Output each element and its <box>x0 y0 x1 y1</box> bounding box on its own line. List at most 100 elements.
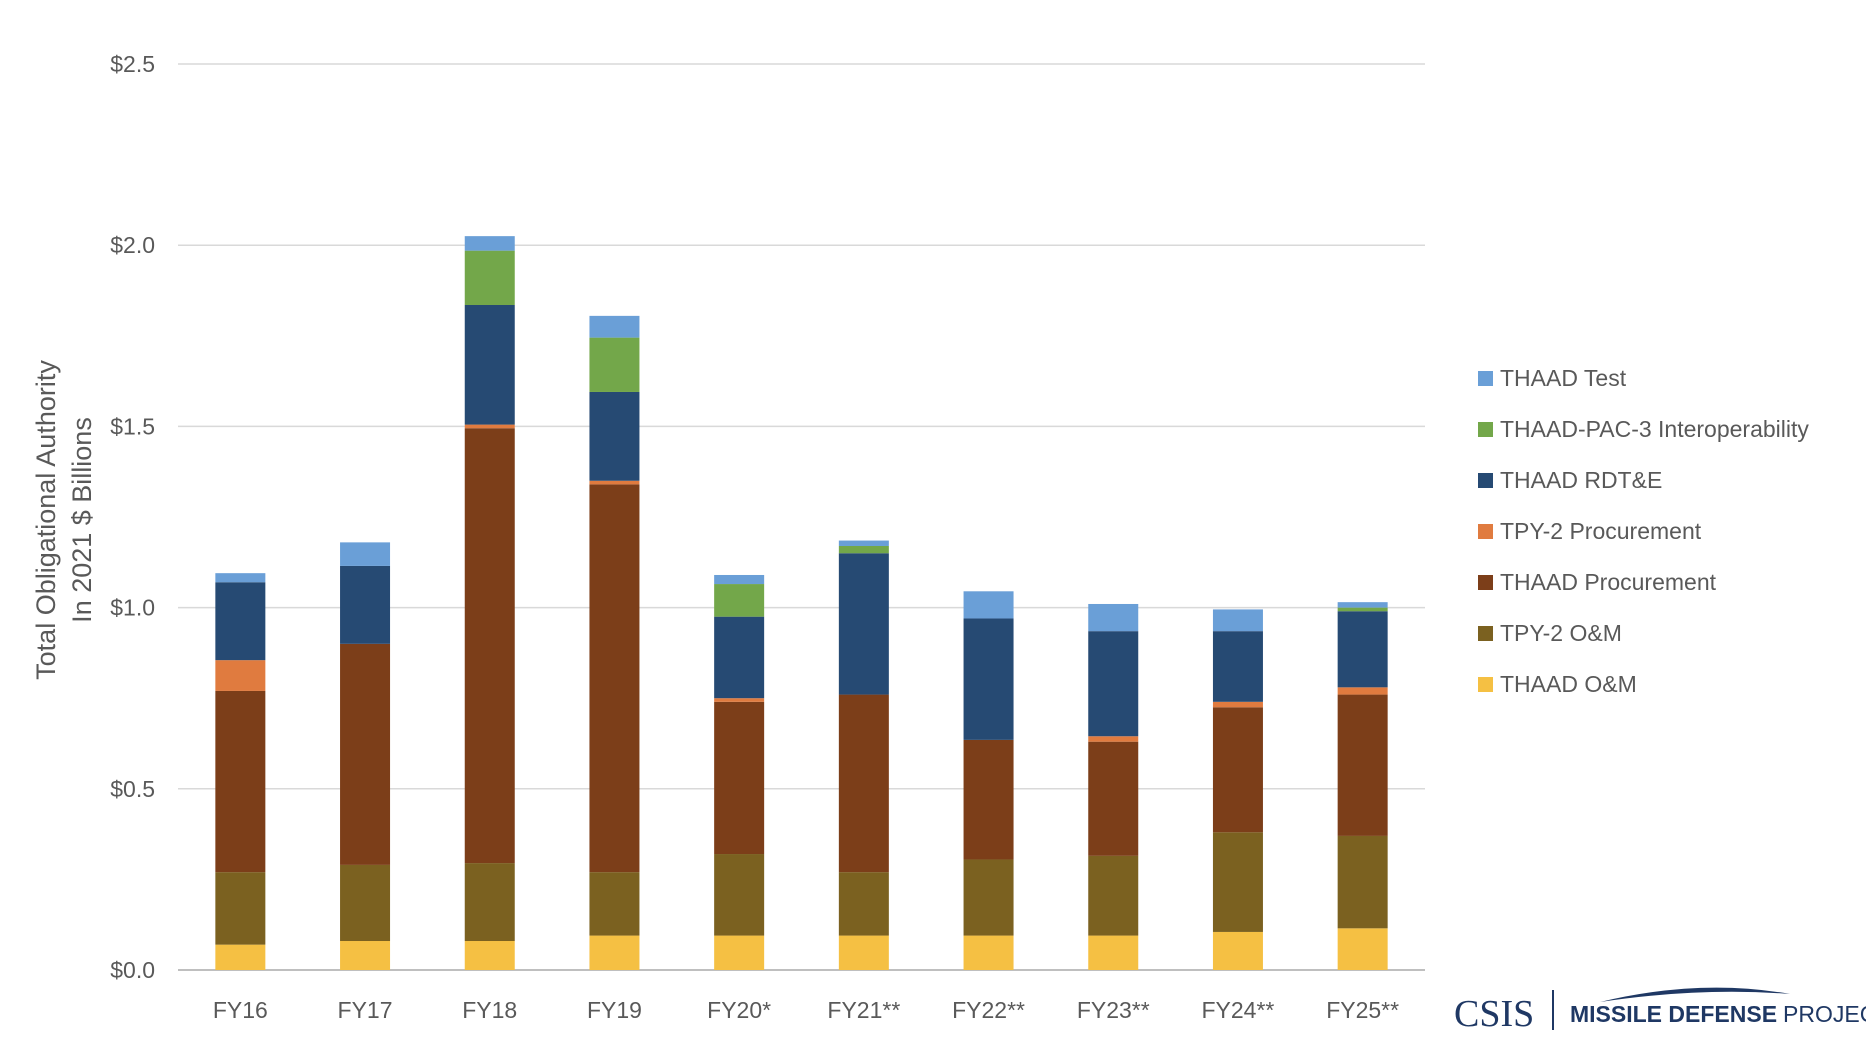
bar-segment <box>963 739 1014 860</box>
x-tick-label: FY19 <box>587 997 642 1023</box>
bar-stack <box>1088 603 1139 970</box>
bar-segment <box>1337 602 1388 608</box>
project-name-bold: MISSILE DEFENSE <box>1570 1001 1777 1027</box>
y-tick-label: $0.0 <box>110 957 155 983</box>
bar-segment <box>1088 741 1139 856</box>
legend-label: TPY-2 Procurement <box>1500 518 1702 544</box>
y-axis-title-line-2: In 2021 $ Billions <box>67 417 97 623</box>
y-tick-label: $0.5 <box>110 776 155 802</box>
bar-segment <box>714 584 765 617</box>
bar-segment <box>340 565 391 644</box>
x-tick-label: FY18 <box>462 997 517 1023</box>
bar-segment <box>1337 611 1388 688</box>
bar-segment <box>589 872 640 936</box>
legend-item: TPY-2 O&M <box>1478 620 1622 646</box>
bar-segment <box>1337 928 1388 970</box>
legend-label: THAAD Procurement <box>1500 569 1717 595</box>
legend-swatch <box>1478 677 1493 692</box>
bar-segment <box>215 660 266 691</box>
bar-segment <box>589 480 640 485</box>
legend: THAAD Test THAAD-PAC-3 Interoperability TH… <box>1478 365 1809 697</box>
legend-label: THAAD-PAC-3 Interoperability <box>1500 416 1809 442</box>
bar-segment <box>340 941 391 970</box>
y-tick-label: $2.0 <box>110 232 155 258</box>
bar-segment <box>1212 832 1263 932</box>
bar-segment <box>464 250 515 305</box>
y-tick-label: $1.0 <box>110 595 155 621</box>
bar-segment <box>838 694 889 873</box>
bar-segment <box>963 591 1014 619</box>
bar-stack <box>215 573 266 970</box>
bar-segment <box>1337 687 1388 695</box>
bar-segment <box>1337 607 1388 612</box>
bar-segment <box>838 553 889 695</box>
bar-segment <box>1088 631 1139 737</box>
legend-swatch <box>1478 422 1493 437</box>
project-name-regular: PROJECT <box>1783 1001 1866 1027</box>
bar-segment <box>963 618 1014 740</box>
bar-segment <box>1212 609 1263 632</box>
bar-segment <box>963 859 1014 936</box>
legend-label: TPY-2 O&M <box>1500 620 1622 646</box>
bar-stack <box>1337 602 1388 970</box>
legend-label: THAAD RDT&E <box>1500 467 1662 493</box>
bar-segment <box>464 236 515 251</box>
legend-label: THAAD Test <box>1500 365 1627 391</box>
x-tick-label: FY24** <box>1202 997 1275 1023</box>
y-tick-label: $2.5 <box>110 51 155 77</box>
y-axis-ticks: $0.0 $0.5 $1.0 $1.5 $2.0 $2.5 <box>110 51 155 983</box>
legend-swatch <box>1478 473 1493 488</box>
x-tick-label: FY21** <box>827 997 900 1023</box>
bar-segment <box>714 574 765 585</box>
bar-segment <box>1337 835 1388 929</box>
legend-item: THAAD Test <box>1478 365 1627 391</box>
x-tick-label: FY17 <box>338 997 393 1023</box>
bar-stack <box>714 574 765 970</box>
legend-item: THAAD-PAC-3 Interoperability <box>1478 416 1809 442</box>
bar-segment <box>589 484 640 873</box>
bar-stack <box>963 591 1014 970</box>
bar-segment <box>215 944 266 970</box>
bar-segment <box>464 941 515 970</box>
legend-swatch <box>1478 626 1493 641</box>
bar-segment <box>1088 603 1139 632</box>
bar-segment <box>838 935 889 970</box>
bar-stack <box>838 540 889 970</box>
x-tick-label: FY16 <box>213 997 268 1023</box>
legend-item: THAAD RDT&E <box>1478 467 1662 493</box>
y-tick-label: $1.5 <box>110 413 155 439</box>
bar-segment <box>1212 631 1263 702</box>
x-tick-label: FY20* <box>707 997 771 1023</box>
legend-swatch <box>1478 524 1493 539</box>
bar-segment <box>838 545 889 554</box>
legend-swatch <box>1478 575 1493 590</box>
bar-segment <box>589 935 640 970</box>
legend-label: THAAD O&M <box>1500 671 1637 697</box>
bar-segment <box>838 540 889 546</box>
bar-stack <box>1212 609 1263 970</box>
x-axis-ticks: FY16 FY17 FY18 FY19 FY20* FY21** FY22** FY23** F… <box>213 997 1399 1023</box>
bar-segment <box>464 428 515 864</box>
bar-segment <box>215 582 266 661</box>
bar-segment <box>340 864 391 942</box>
bar-segment <box>215 690 266 873</box>
bar-segment <box>589 337 640 392</box>
bar-stack <box>589 315 640 970</box>
bar-segment <box>714 935 765 970</box>
x-tick-label: FY25** <box>1326 997 1399 1023</box>
bar-segment <box>464 304 515 425</box>
y-axis-title-line-1: Total Obligational Authority <box>31 360 61 680</box>
bar-segment <box>215 573 266 583</box>
bar-segment <box>714 616 765 699</box>
csis-logo: CSIS MISSILE DEFENSEPROJECT <box>1454 987 1866 1035</box>
bar-segment <box>1088 855 1139 936</box>
bar-segment <box>963 935 1014 970</box>
csis-wordmark: CSIS <box>1454 993 1534 1035</box>
bar-segment <box>589 391 640 481</box>
y-axis-title: Total Obligational Authority In 2021 $ B… <box>31 360 97 680</box>
bar-segment <box>464 863 515 942</box>
x-tick-label: FY22** <box>952 997 1025 1023</box>
bar-segment <box>714 701 765 855</box>
bar-segment <box>1088 736 1139 742</box>
